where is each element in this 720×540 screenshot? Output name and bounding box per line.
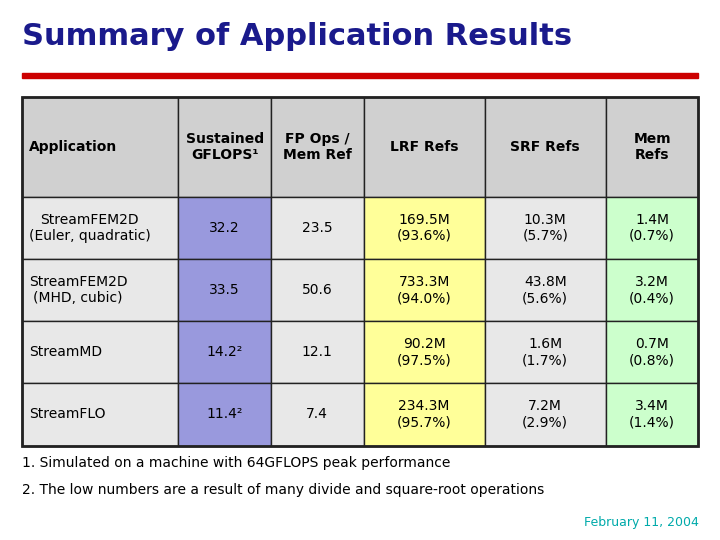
Text: 733.3M
(94.0%): 733.3M (94.0%) (397, 275, 451, 305)
Bar (364, 383, 485, 446)
Bar (22, 259, 179, 321)
Bar (179, 321, 271, 383)
Text: 1.6M
(1.7%): 1.6M (1.7%) (522, 337, 568, 367)
Text: Application: Application (29, 140, 117, 154)
Bar (22, 97, 698, 446)
Text: LRF Refs: LRF Refs (390, 140, 459, 154)
Bar (271, 259, 364, 321)
Bar (606, 97, 698, 197)
Text: FP Ops /
Mem Ref: FP Ops / Mem Ref (283, 132, 351, 162)
Text: Summary of Application Results: Summary of Application Results (22, 22, 572, 51)
Text: 90.2M
(97.5%): 90.2M (97.5%) (397, 337, 451, 367)
Text: StreamFEM2D
(MHD, cubic): StreamFEM2D (MHD, cubic) (29, 275, 127, 305)
Text: 11.4²: 11.4² (207, 407, 243, 421)
Bar (22, 73, 698, 78)
Text: 7.2M
(2.9%): 7.2M (2.9%) (522, 399, 568, 429)
Text: 23.5: 23.5 (302, 221, 333, 235)
Bar (179, 97, 271, 197)
Text: 32.2: 32.2 (210, 221, 240, 235)
Text: 50.6: 50.6 (302, 283, 333, 297)
Bar (179, 259, 271, 321)
Bar (485, 321, 606, 383)
Bar (485, 197, 606, 259)
Text: Mem
Refs: Mem Refs (634, 132, 671, 162)
Text: StreamMD: StreamMD (29, 345, 102, 359)
Bar (485, 383, 606, 446)
Bar (22, 321, 179, 383)
Text: 43.8M
(5.6%): 43.8M (5.6%) (522, 275, 568, 305)
Bar (271, 97, 364, 197)
Text: 10.3M
(5.7%): 10.3M (5.7%) (522, 213, 568, 243)
Text: 1.4M
(0.7%): 1.4M (0.7%) (629, 213, 675, 243)
Bar (364, 321, 485, 383)
Text: February 11, 2004: February 11, 2004 (583, 516, 698, 529)
Text: 2. The low numbers are a result of many divide and square-root operations: 2. The low numbers are a result of many … (22, 483, 544, 497)
Bar (22, 383, 179, 446)
Text: 169.5M
(93.6%): 169.5M (93.6%) (397, 213, 451, 243)
Text: 3.4M
(1.4%): 3.4M (1.4%) (629, 399, 675, 429)
Bar (179, 383, 271, 446)
Bar (179, 197, 271, 259)
Bar (606, 259, 698, 321)
Text: StreamFEM2D
(Euler, quadratic): StreamFEM2D (Euler, quadratic) (29, 213, 150, 243)
Bar (606, 321, 698, 383)
Text: Sustained
GFLOPS¹: Sustained GFLOPS¹ (186, 132, 264, 162)
Text: 234.3M
(95.7%): 234.3M (95.7%) (397, 399, 451, 429)
Text: 33.5: 33.5 (210, 283, 240, 297)
Bar (606, 197, 698, 259)
Bar (22, 197, 179, 259)
Bar (271, 321, 364, 383)
Text: SRF Refs: SRF Refs (510, 140, 580, 154)
Bar (606, 383, 698, 446)
Bar (485, 97, 606, 197)
Bar (271, 197, 364, 259)
Text: 7.4: 7.4 (306, 407, 328, 421)
Text: 14.2²: 14.2² (207, 345, 243, 359)
Text: 1. Simulated on a machine with 64GFLOPS peak performance: 1. Simulated on a machine with 64GFLOPS … (22, 456, 450, 470)
Bar (485, 259, 606, 321)
Text: 3.2M
(0.4%): 3.2M (0.4%) (629, 275, 675, 305)
Bar (364, 197, 485, 259)
Bar (271, 383, 364, 446)
Text: 0.7M
(0.8%): 0.7M (0.8%) (629, 337, 675, 367)
Bar (364, 97, 485, 197)
Bar (364, 259, 485, 321)
Text: 12.1: 12.1 (302, 345, 333, 359)
Text: StreamFLO: StreamFLO (29, 407, 105, 421)
Bar (22, 97, 179, 197)
